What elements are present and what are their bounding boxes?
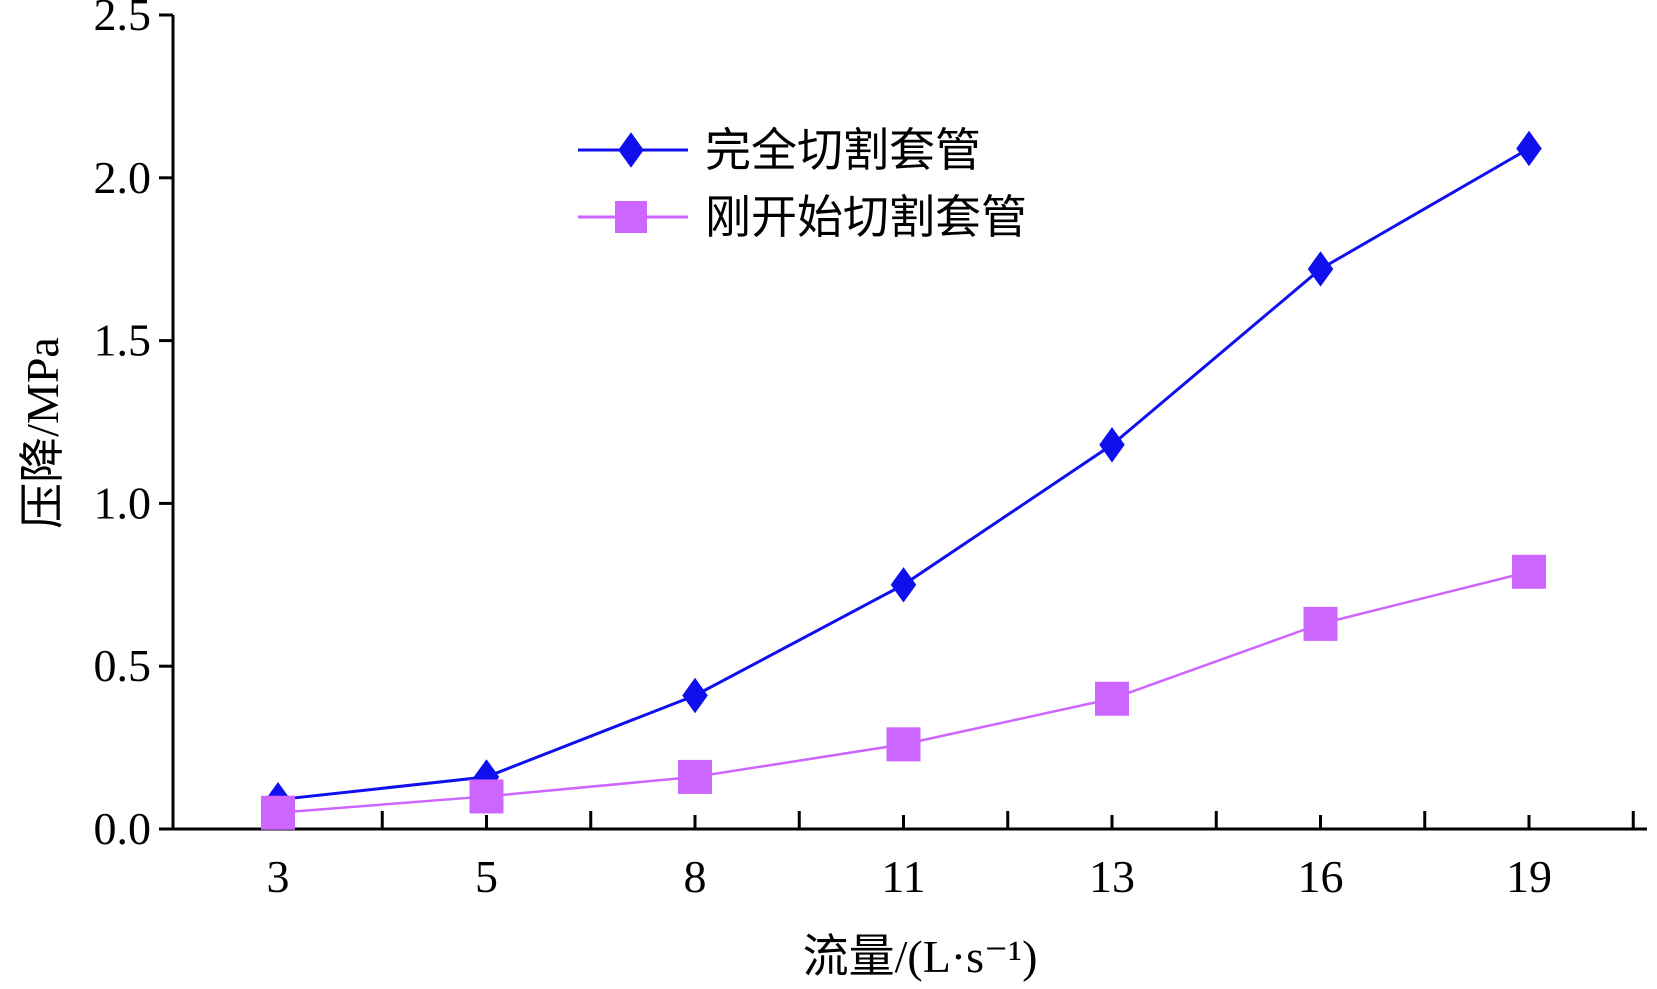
y-tick-label: 0.5 (94, 640, 152, 691)
x-tick-label: 19 (1506, 851, 1552, 902)
legend-label: 完全切割套管 (705, 125, 981, 176)
x-tick-label: 13 (1089, 851, 1135, 902)
diamond-marker (682, 677, 708, 714)
y-tick-label: 0.0 (94, 803, 152, 854)
square-marker (469, 779, 504, 814)
x-axis-title: 流量/(L·s⁻¹) (803, 931, 1038, 982)
diamond-marker (618, 132, 644, 168)
series-layer (261, 130, 1546, 830)
square-marker (886, 727, 921, 762)
diamond-marker (890, 567, 917, 603)
series-line (277, 147, 1530, 802)
x-ticks: 3 5 8 11 13 16 19 (267, 811, 1635, 902)
y-ticks: 0.0 0.5 1.0 1.5 2.0 2.5 (94, 0, 173, 854)
x-tick-label: 11 (881, 851, 925, 902)
diamond-marker (1099, 427, 1125, 463)
square-marker (678, 759, 712, 794)
y-tick-label: 2.0 (94, 152, 152, 203)
square-marker (1095, 681, 1129, 716)
diamond-marker (1516, 130, 1542, 167)
y-tick-label: 1.0 (94, 477, 152, 528)
y-tick-label: 1.5 (94, 315, 152, 366)
x-tick-label: 5 (475, 851, 498, 902)
x-tick-label: 3 (267, 851, 290, 902)
series-2 (261, 554, 1546, 830)
series-line (277, 570, 1530, 814)
square-marker (615, 201, 647, 233)
x-tick-label: 8 (684, 851, 707, 902)
axes (171, 15, 1647, 831)
diamond-marker (1307, 251, 1334, 287)
legend-label: 刚开始切割套管 (705, 192, 1027, 243)
square-marker (1303, 606, 1338, 641)
y-axis-title: 压降/MPa (17, 337, 68, 529)
y-tick-label: 2.5 (94, 0, 152, 40)
x-tick-label: 16 (1298, 851, 1344, 902)
square-marker (261, 795, 295, 830)
square-marker (1512, 554, 1546, 589)
